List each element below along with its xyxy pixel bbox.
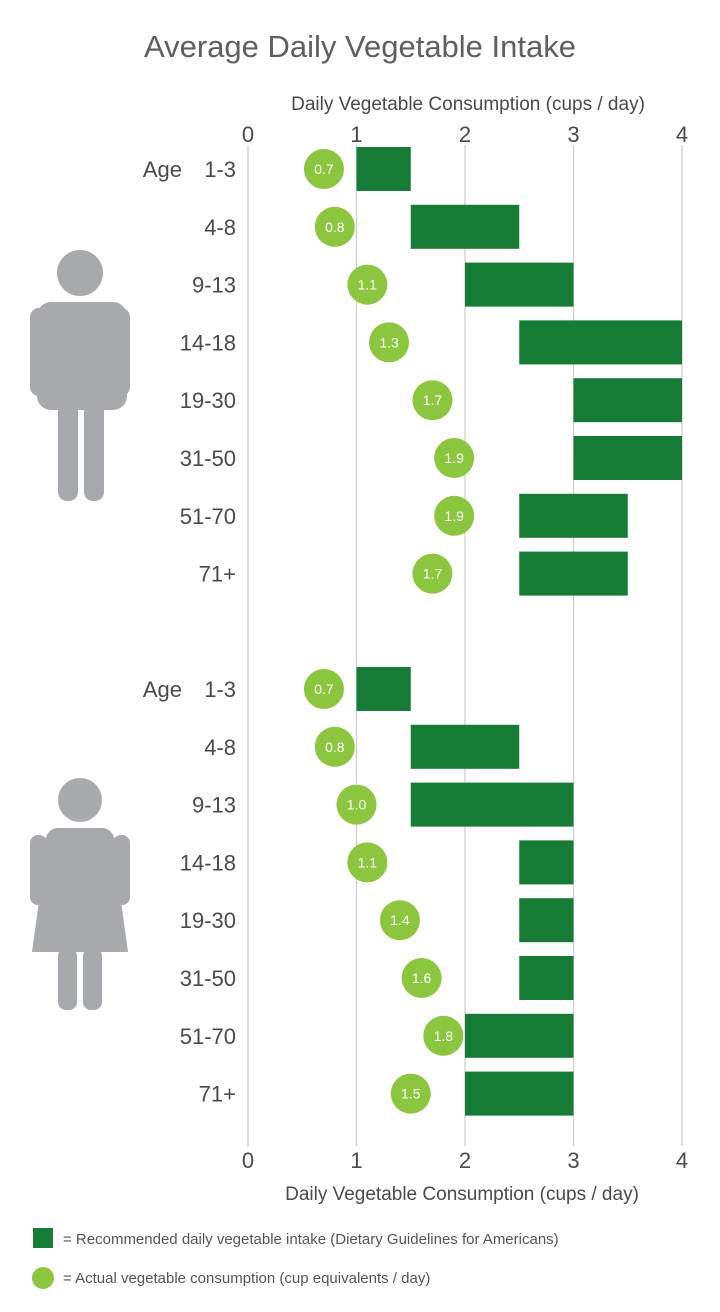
- actual-value-label: 1.1: [358, 277, 378, 293]
- actual-value-label: 1.0: [347, 797, 367, 813]
- age-category-label: 19-30: [180, 388, 236, 413]
- actual-dot: [379, 900, 420, 941]
- age-category-label: 51-70: [180, 504, 236, 529]
- actual-value-label: 1.3: [379, 334, 399, 350]
- legend-actual-swatch: [32, 1267, 54, 1289]
- actual-dot: [303, 149, 344, 189]
- chart-title: Average Daily Vegetable Intake: [144, 29, 576, 64]
- actual-value-label: 1.9: [444, 450, 464, 466]
- actual-dot: [336, 784, 377, 825]
- age-prefix-label: Age: [143, 677, 182, 702]
- bottom-axis-label: Daily Vegetable Consumption (cups / day): [285, 1184, 639, 1205]
- actual-dot: [412, 553, 453, 594]
- recommended-bar: [519, 551, 628, 596]
- recommended-bar: [519, 493, 628, 538]
- actual-value-label: 1.4: [390, 912, 410, 928]
- actual-value-label: 0.8: [325, 219, 345, 235]
- recommended-bar: [465, 1013, 574, 1058]
- x-tick-label-bottom: 0: [242, 1148, 254, 1173]
- actual-dot: [347, 842, 388, 883]
- age-category-label: 31-50: [180, 446, 236, 471]
- x-tick-label-top: 1: [350, 122, 362, 147]
- actual-value-label: 1.7: [423, 392, 443, 408]
- recommended-bar: [410, 724, 520, 769]
- x-tick-label-top: 0: [242, 122, 254, 147]
- age-category-label: 4-8: [204, 735, 236, 760]
- actual-value-label: 1.1: [358, 854, 378, 870]
- age-category-label: 14-18: [180, 850, 236, 875]
- recommended-bar: [519, 320, 682, 365]
- actual-value-label: 0.8: [325, 739, 345, 755]
- actual-value-label: 0.7: [314, 681, 334, 697]
- recommended-bar: [356, 667, 411, 711]
- actual-dot: [390, 1073, 431, 1114]
- actual-dot: [434, 438, 475, 478]
- recommended-bar: [356, 147, 411, 191]
- legend-actual-label: = Actual vegetable consumption (cup equi…: [63, 1270, 430, 1287]
- actual-dot: [347, 264, 388, 305]
- x-tick-label-bottom: 2: [459, 1148, 471, 1173]
- actual-dot: [303, 669, 344, 709]
- recommended-bar: [465, 262, 574, 307]
- recommended-bar: [519, 898, 574, 943]
- age-category-label: 1-3: [204, 157, 236, 182]
- age-category-label: 1-3: [204, 677, 236, 702]
- x-tick-label-top: 3: [567, 122, 579, 147]
- age-category-label: 9-13: [192, 273, 236, 298]
- recommended-bar: [573, 378, 682, 423]
- recommended-bar: [519, 840, 574, 885]
- male-icon: [30, 250, 130, 501]
- x-tick-label-top: 4: [676, 122, 688, 147]
- actual-dot: [314, 206, 355, 247]
- bottom-tick-labels: 0 1 2 3 4: [242, 1148, 688, 1173]
- top-axis-label: Daily Vegetable Consumption (cups / day): [291, 94, 645, 115]
- actual-dot: [314, 726, 355, 767]
- age-prefix-label: Age: [143, 157, 182, 182]
- actual-dot: [412, 380, 453, 421]
- actual-value-label: 1.7: [423, 566, 443, 582]
- recommended-bar: [465, 1071, 574, 1116]
- actual-value-label: 1.6: [412, 970, 432, 986]
- actual-dot: [369, 322, 410, 363]
- actual-value-label: 0.7: [314, 161, 334, 177]
- recommended-bar: [410, 782, 574, 827]
- female-icon: [30, 778, 130, 1010]
- legend-recommended-swatch: [33, 1228, 53, 1248]
- age-category-label: 31-50: [180, 966, 236, 991]
- x-tick-label-bottom: 3: [567, 1148, 579, 1173]
- actual-value-label: 1.5: [401, 1086, 421, 1102]
- legend-recommended-label: = Recommended daily vegetable intake (Di…: [63, 1231, 559, 1248]
- recommended-bar: [573, 436, 682, 480]
- actual-value-label: 1.9: [444, 508, 464, 524]
- age-category-label: 71+: [199, 1082, 236, 1107]
- age-category-label: 4-8: [204, 215, 236, 240]
- age-category-label: 71+: [199, 562, 236, 587]
- recommended-bar: [519, 956, 574, 1000]
- actual-dot: [401, 958, 442, 998]
- top-tick-labels: 0 1 2 3 4: [242, 122, 688, 147]
- age-category-label: 19-30: [180, 908, 236, 933]
- actual-dot: [423, 1015, 464, 1056]
- recommended-bar: [410, 204, 520, 249]
- actual-dot: [434, 495, 475, 536]
- x-tick-label-top: 2: [459, 122, 471, 147]
- age-category-label: 51-70: [180, 1024, 236, 1049]
- age-category-label: 14-18: [180, 330, 236, 355]
- age-category-label: 9-13: [192, 793, 236, 818]
- x-tick-label-bottom: 4: [676, 1148, 688, 1173]
- marks-layer: Age 1-3 0.7 4-8 0.8 9-13 1.1 14-18 1.3 19-30 1.7 31…: [143, 147, 682, 1116]
- x-tick-label-bottom: 1: [350, 1148, 362, 1173]
- actual-value-label: 1.8: [434, 1028, 454, 1044]
